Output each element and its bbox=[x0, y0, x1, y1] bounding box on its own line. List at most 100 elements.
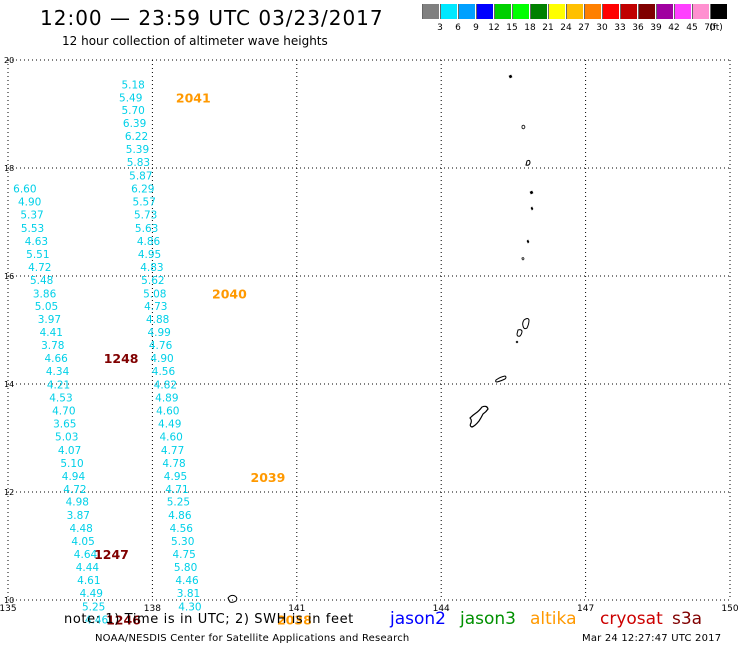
legend-label: 3 bbox=[437, 23, 443, 33]
lat-tick-label: 18 bbox=[4, 164, 14, 173]
swh-value: 4.66 bbox=[44, 353, 68, 365]
swh-value: 4.49 bbox=[158, 418, 181, 430]
legend-label: 45 bbox=[686, 23, 698, 33]
legend-swatch bbox=[566, 4, 583, 19]
swh-value: 3.97 bbox=[38, 314, 61, 326]
swh-value: 5.30 bbox=[171, 536, 194, 548]
swh-value: 5.48 bbox=[30, 275, 53, 287]
swh-value: 4.90 bbox=[150, 353, 173, 365]
legend-label: (ft) bbox=[709, 23, 723, 33]
swh-value: 4.94 bbox=[62, 471, 86, 483]
coastline-aguijan bbox=[515, 340, 519, 344]
swh-value: 4.63 bbox=[25, 236, 48, 248]
coastline-saipan bbox=[522, 318, 530, 330]
swh-value: 4.49 bbox=[80, 588, 103, 600]
swh-values: 5.185.495.706.396.225.395.83 5.876.295.57… bbox=[13, 79, 201, 626]
swh-value: 4.76 bbox=[149, 340, 173, 352]
swh-value: 4.78 bbox=[162, 458, 185, 470]
legend-label: 15 bbox=[506, 23, 518, 33]
pass-time-altika: 2040 bbox=[212, 286, 247, 301]
lon-tick-label: 135 bbox=[0, 604, 17, 614]
coastline-guguan bbox=[521, 257, 525, 261]
swh-value: 4.95 bbox=[138, 249, 161, 261]
legend-swatch bbox=[440, 4, 457, 19]
lon-tick-label: 150 bbox=[721, 604, 738, 614]
swh-value: 4.89 bbox=[155, 393, 178, 405]
coastline-maug-islands bbox=[521, 124, 526, 130]
satellite-label-s3a: s3a bbox=[672, 609, 703, 629]
lon-tick-label: 144 bbox=[433, 604, 450, 614]
legend-swatch bbox=[512, 4, 529, 19]
footer-credit: NOAA/NESDIS Center for Satellite Applica… bbox=[95, 633, 410, 644]
swh-value: 5.83 bbox=[127, 157, 150, 169]
swh-value: 4.56 bbox=[152, 366, 176, 378]
coastline-farallon-de-pajaros bbox=[508, 74, 513, 79]
coastline-agrihan bbox=[529, 190, 534, 195]
pass-time-cryosat: 1247 bbox=[94, 547, 129, 562]
coastline-asuncion bbox=[525, 159, 531, 166]
lat-tick-label: 10 bbox=[4, 596, 14, 605]
swh-value: 5.25 bbox=[82, 601, 105, 613]
swh-value: 4.90 bbox=[18, 196, 41, 208]
swh-value: 4.70 bbox=[52, 405, 75, 417]
swh-value: 4.48 bbox=[69, 523, 92, 535]
pass-time-altika: 2039 bbox=[251, 470, 286, 485]
swh-value: 6.39 bbox=[123, 118, 146, 130]
swh-value: 4.73 bbox=[144, 301, 167, 313]
legend-label: 36 bbox=[632, 23, 644, 33]
swh-value: 4.72 bbox=[63, 484, 86, 496]
legend-swatch bbox=[692, 4, 709, 19]
swh-value: 5.37 bbox=[20, 209, 43, 221]
coastline-tinian bbox=[516, 329, 523, 337]
legend-swatches bbox=[422, 4, 732, 19]
footer-note: note: 1) Time is in UTC; 2) SWH is in fe… bbox=[64, 612, 354, 627]
swh-value: 6.29 bbox=[131, 184, 154, 196]
swh-value: 4.05 bbox=[71, 536, 94, 548]
map-subtitle: 12 hour collection of altimeter wave hei… bbox=[62, 34, 328, 48]
satellite-label-cryosat: cryosat bbox=[600, 609, 663, 629]
swh-value: 5.62 bbox=[141, 275, 164, 287]
legend-swatch bbox=[584, 4, 601, 19]
legend-swatch bbox=[620, 4, 637, 19]
swh-value: 5.87 bbox=[129, 171, 152, 183]
swh-value: 4.82 bbox=[154, 380, 177, 392]
coastline-rota bbox=[495, 375, 507, 383]
legend-label: 33 bbox=[614, 23, 626, 33]
legend-label: 21 bbox=[542, 23, 554, 33]
swh-value: 6.22 bbox=[125, 131, 148, 143]
swh-value: 4.07 bbox=[58, 445, 81, 457]
legend-swatch bbox=[710, 4, 727, 19]
lat-tick-label: 12 bbox=[4, 488, 14, 497]
swh-value: 5.80 bbox=[174, 562, 197, 574]
swh-value: 4.61 bbox=[77, 575, 100, 587]
grid-lines bbox=[7, 59, 731, 601]
lat-tick-label: 20 bbox=[4, 56, 14, 65]
map-title: 12:00 — 23:59 UTC 03/23/2017 bbox=[40, 6, 384, 30]
swh-value: 4.46 bbox=[85, 614, 109, 626]
legend-swatch bbox=[476, 4, 493, 19]
legend-label: 6 bbox=[455, 23, 461, 33]
pass-time-cryosat: 1246 bbox=[106, 612, 141, 627]
swh-value: 4.56 bbox=[170, 523, 194, 535]
lon-tick-label: 141 bbox=[288, 604, 305, 614]
swh-value: 4.95 bbox=[164, 471, 187, 483]
swh-value: 4.41 bbox=[40, 327, 63, 339]
swh-value: 5.05 bbox=[35, 301, 58, 313]
swh-value: 3.78 bbox=[41, 340, 64, 352]
coastline-alamagan bbox=[526, 239, 530, 244]
swh-value: 5.39 bbox=[126, 144, 149, 156]
legend-label: 39 bbox=[650, 23, 662, 33]
swh-value: 3.65 bbox=[53, 418, 76, 430]
swh-value: 4.99 bbox=[147, 327, 170, 339]
coastline-guam bbox=[469, 405, 489, 428]
swh-value: 3.81 bbox=[177, 588, 200, 600]
axis-labels: 135 138 141 144 147 150 20 18 16 14 12 10 bbox=[0, 56, 739, 614]
legend-label: 24 bbox=[560, 23, 572, 33]
legend-swatch bbox=[656, 4, 673, 19]
legend-swatch bbox=[530, 4, 547, 19]
swh-value: 4.46 bbox=[175, 575, 199, 587]
pass-time-altika: 2041 bbox=[176, 90, 211, 105]
lon-tick-label: 138 bbox=[144, 604, 161, 614]
swh-value: 4.60 bbox=[159, 431, 182, 443]
